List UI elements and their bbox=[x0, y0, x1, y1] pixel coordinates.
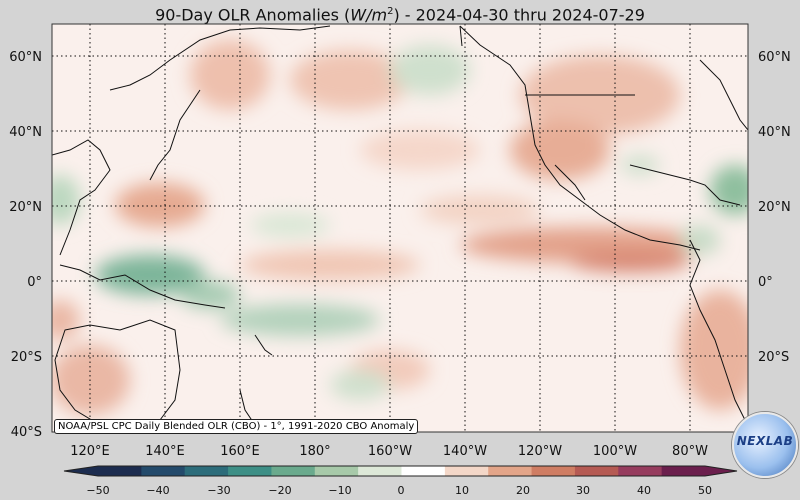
lat-label: 20°N bbox=[758, 200, 791, 215]
gulf-coast bbox=[629, 164, 741, 206]
lat-label: 0° bbox=[27, 275, 42, 290]
colorbar-tick-label: 0 bbox=[398, 484, 405, 497]
lon-label: 80°W bbox=[672, 444, 708, 459]
colorbar-border bbox=[63, 465, 738, 477]
colorbar-tick-label: 10 bbox=[455, 484, 469, 497]
coastlines bbox=[52, 25, 748, 431]
maritime-continent bbox=[59, 264, 226, 309]
lat-label: 40°N bbox=[758, 125, 791, 140]
lat-label: 20°S bbox=[758, 350, 789, 365]
colorbar-extend-high bbox=[705, 466, 737, 476]
colorbar-tick-label: 40 bbox=[637, 484, 651, 497]
new-caledonia bbox=[254, 334, 273, 356]
lon-label: 160°E bbox=[220, 444, 260, 459]
lon-labels: 120°E 140°E 160°E 180° 160°W 140°W 120°W… bbox=[70, 444, 708, 459]
australia-coast bbox=[54, 319, 181, 431]
colorbar-segment bbox=[444, 466, 489, 476]
colorbar-segment bbox=[401, 466, 446, 476]
colorbar-tick-label: 50 bbox=[698, 484, 712, 497]
colorbar bbox=[63, 465, 738, 477]
colorbar-segment bbox=[271, 466, 316, 476]
colorbar-segment bbox=[574, 466, 619, 476]
colorbar-segment bbox=[488, 466, 533, 476]
lon-label: 180° bbox=[299, 444, 330, 459]
lat-label: 40°N bbox=[9, 125, 42, 140]
lat-label: 20°S bbox=[11, 350, 42, 365]
canada-coast bbox=[699, 59, 748, 131]
colorbar-extend-low bbox=[64, 466, 98, 476]
colorbar-tick-label: −40 bbox=[146, 484, 169, 497]
lat-labels-left: 60°N 40°N 20°N 0° 20°S 40°S bbox=[9, 50, 42, 440]
colorbar-tick-label: −30 bbox=[207, 484, 230, 497]
japan-coast bbox=[149, 89, 201, 181]
lon-label: 100°W bbox=[593, 444, 637, 459]
lon-label: 120°W bbox=[518, 444, 562, 459]
colorbar-tick-label: 20 bbox=[516, 484, 530, 497]
asia-coast bbox=[52, 139, 111, 256]
lat-label: 60°N bbox=[9, 50, 42, 65]
graticule bbox=[52, 24, 748, 432]
lat-labels-right: 60°N 40°N 20°N 0° 20°S bbox=[758, 50, 791, 365]
colorbar-segment bbox=[98, 466, 142, 476]
lat-label: 60°N bbox=[758, 50, 791, 65]
kamchatka-coast bbox=[109, 25, 331, 91]
lon-label: 120°E bbox=[70, 444, 110, 459]
lat-label: 20°N bbox=[9, 200, 42, 215]
baja-california bbox=[554, 164, 586, 201]
lon-label: 160°W bbox=[368, 444, 412, 459]
nexlab-logo[interactable]: NEXLAB bbox=[732, 412, 798, 478]
south-america-west-coast bbox=[689, 239, 746, 421]
colorbar-segment bbox=[141, 466, 186, 476]
anomaly-field bbox=[52, 24, 748, 432]
colorbar-segment bbox=[228, 466, 272, 476]
colorbar-tick-label: −10 bbox=[328, 484, 351, 497]
colorbar-segment bbox=[661, 466, 706, 476]
alaska-border bbox=[459, 25, 463, 47]
map-title: 90-Day OLR Anomalies (W/m2) - 2024-04-30… bbox=[155, 5, 645, 25]
lat-label: 40°S bbox=[11, 425, 42, 440]
lon-label: 140°E bbox=[145, 444, 185, 459]
colorbar-ticks: −50 −40 −30 −20 −10 0 10 20 30 40 50 bbox=[86, 484, 712, 497]
lon-label: 140°W bbox=[443, 444, 487, 459]
colorbar-segment bbox=[358, 466, 402, 476]
north-america-west-coast bbox=[459, 25, 701, 251]
data-source-note: NOAA/PSL CPC Daily Blended OLR (CBO) - 1… bbox=[54, 419, 419, 434]
colorbar-segment bbox=[184, 466, 229, 476]
lat-label: 0° bbox=[758, 275, 773, 290]
colorbar-segment bbox=[531, 466, 576, 476]
colorbar-tick-label: −50 bbox=[86, 484, 109, 497]
colorbar-tick-label: −20 bbox=[268, 484, 291, 497]
colorbar-segment bbox=[618, 466, 663, 476]
colorbar-tick-label: 30 bbox=[576, 484, 590, 497]
nexlab-logo-text: NEXLAB bbox=[736, 434, 794, 448]
colorbar-segment bbox=[314, 466, 359, 476]
